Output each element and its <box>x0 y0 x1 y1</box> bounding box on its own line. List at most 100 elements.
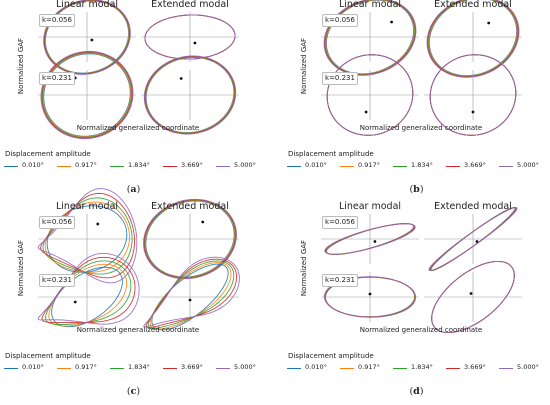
legend-swatch <box>287 166 301 168</box>
legend-entry: 1.834° <box>411 161 433 169</box>
row-parameter-label: k=0.231 <box>322 72 358 85</box>
legend-swatch <box>393 166 407 168</box>
legend-swatch <box>446 166 460 168</box>
start-point-marker <box>193 41 197 45</box>
start-point-marker <box>364 110 368 114</box>
row-parameter-label: k=0.231 <box>322 274 358 287</box>
legend-entry: 1.834° <box>411 363 433 371</box>
start-point-marker <box>373 240 377 243</box>
legend-entry: 0.917° <box>75 363 97 371</box>
series-line <box>41 52 133 138</box>
legend-entry: 1.834° <box>128 363 150 371</box>
x-axis-label: Normalized generalized coordinate <box>76 124 200 132</box>
legend-entry: 0.010° <box>22 363 44 371</box>
legend-entry: 0.010° <box>305 363 327 371</box>
legend-entry: 5.000° <box>234 363 256 371</box>
series-line <box>427 0 519 77</box>
legend-swatch <box>110 166 124 168</box>
legend-entry: 5.000° <box>517 161 539 169</box>
chart-panel-a: Linear modal Extended modal k=0.056 k=0.231… <box>0 0 267 202</box>
series-line <box>323 0 417 76</box>
chart-panel-d: Linear modal Extended modal k=0.056 k=0.231… <box>283 201 550 404</box>
series-line <box>325 0 415 75</box>
legend-swatch <box>216 166 230 168</box>
series-line <box>40 192 135 279</box>
legend-swatch <box>110 368 124 370</box>
start-point-marker <box>96 222 100 226</box>
y-axis-label: Normalized GAF <box>300 37 308 95</box>
column-title: Extended modal <box>434 0 512 10</box>
series-line <box>143 256 240 328</box>
series-line <box>144 14 236 60</box>
column-title: Linear modal <box>55 201 119 212</box>
row-parameter-label: k=0.231 <box>39 72 75 85</box>
series-line <box>37 188 138 284</box>
series-line <box>323 276 417 318</box>
series-line <box>45 260 132 325</box>
legend-entry: 0.917° <box>75 161 97 169</box>
chart-panel-c: Linear modal Extended modal k=0.056 k=0.231… <box>0 188 267 404</box>
row-parameter-label: k=0.056 <box>322 216 358 229</box>
legend-swatch <box>393 368 407 370</box>
legend-swatch <box>4 368 18 370</box>
x-axis-label: Normalized generalized coordinate <box>359 326 483 334</box>
legend-title: Displacement amplitude <box>288 352 374 360</box>
panel-caption: (a) <box>126 184 141 195</box>
x-axis-label: Normalized generalized coordinate <box>76 326 200 334</box>
legend-swatch <box>57 368 71 370</box>
series-line <box>149 262 232 330</box>
column-title: Extended modal <box>151 201 229 212</box>
column-title: Linear modal <box>338 201 402 212</box>
series-line <box>51 266 123 328</box>
start-point-marker <box>487 21 491 25</box>
legend-entry: 3.669° <box>181 161 203 169</box>
chart-panel-b: Linear modal Extended modal k=0.056 k=0.231… <box>283 0 550 202</box>
series-line <box>324 0 416 75</box>
series-line <box>428 207 518 271</box>
legend-swatch <box>499 166 513 168</box>
legend-entry: 0.010° <box>22 161 44 169</box>
plot-area <box>321 0 522 136</box>
legend-swatch <box>446 368 460 370</box>
legend-entry: 5.000° <box>517 363 539 371</box>
legend-entry: 5.000° <box>234 161 256 169</box>
legend-swatch <box>216 368 230 370</box>
legend-swatch <box>57 166 71 168</box>
column-title: Extended modal <box>434 201 512 212</box>
legend-swatch <box>163 166 177 168</box>
legend-entry: 0.010° <box>305 161 327 169</box>
column-title: Linear modal <box>55 0 119 10</box>
legend-title: Displacement amplitude <box>5 352 91 360</box>
series-line <box>143 55 237 135</box>
start-point-marker <box>390 20 393 24</box>
start-point-marker <box>73 300 77 304</box>
y-axis-label: Normalized GAF <box>300 239 308 297</box>
series-line <box>41 51 133 139</box>
plot-area <box>37 188 240 331</box>
series-line <box>324 223 416 255</box>
series-line <box>431 260 515 334</box>
legend-swatch <box>163 368 177 370</box>
row-parameter-label: k=0.056 <box>322 14 358 27</box>
legend-entry: 1.834° <box>128 161 150 169</box>
x-axis-label: Normalized generalized coordinate <box>359 124 483 132</box>
legend-swatch <box>287 368 301 370</box>
series-line <box>427 0 519 78</box>
series-line <box>143 198 237 280</box>
plot-area <box>38 0 239 140</box>
start-point-marker <box>201 220 205 224</box>
series-line <box>428 0 518 77</box>
y-axis-label: Normalized GAF <box>17 239 25 297</box>
column-title: Extended modal <box>151 0 229 10</box>
series-line <box>37 252 140 325</box>
row-parameter-label: k=0.231 <box>39 274 75 287</box>
start-point-marker <box>469 292 473 295</box>
series-line <box>429 54 517 136</box>
y-axis-label: Normalized GAF <box>17 37 25 95</box>
legend-swatch <box>340 166 354 168</box>
start-point-marker <box>179 77 183 80</box>
panel-caption: (b) <box>409 184 424 195</box>
legend-swatch <box>4 166 18 168</box>
panel-caption: (c) <box>126 386 141 397</box>
row-parameter-label: k=0.056 <box>39 216 75 229</box>
